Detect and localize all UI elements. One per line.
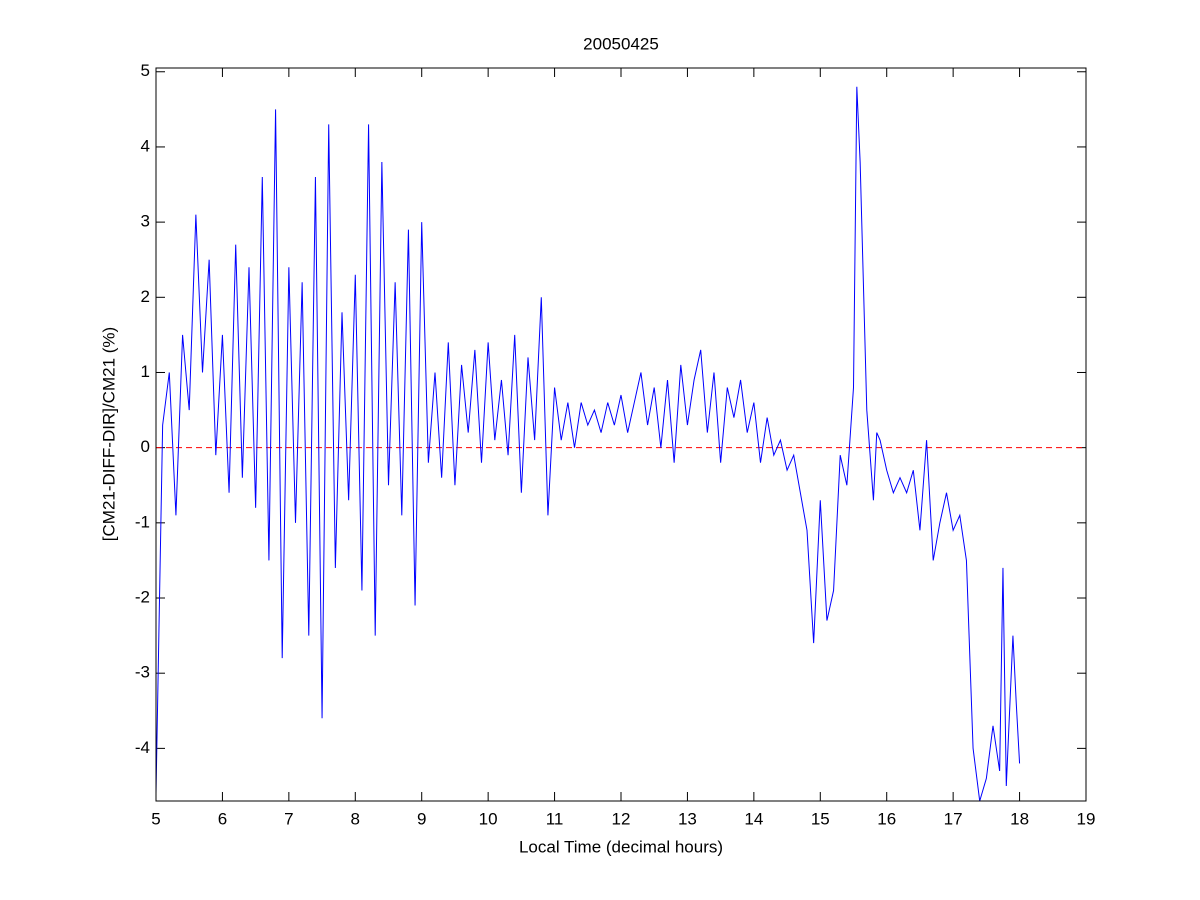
x-tick-label: 19 (1077, 809, 1096, 828)
x-tick-label: 13 (678, 809, 697, 828)
x-tick-label: 17 (944, 809, 963, 828)
x-tick-label: 11 (546, 809, 564, 828)
y-tick-label: 3 (141, 212, 150, 231)
x-tick-label: 7 (284, 809, 293, 828)
y-tick-label: 4 (141, 136, 150, 155)
x-tick-label: 16 (877, 809, 896, 828)
y-tick-label: 1 (141, 362, 150, 381)
x-axis-label: Local Time (decimal hours) (519, 837, 723, 856)
x-tick-label: 18 (1010, 809, 1029, 828)
y-tick-label: 5 (141, 61, 150, 80)
data-line (156, 86, 1021, 801)
x-tick-label: 14 (744, 809, 763, 828)
x-tick-label: 10 (479, 809, 498, 828)
y-tick-label: -2 (135, 587, 150, 606)
y-tick-label: 0 (141, 437, 150, 456)
y-tick-label: -3 (135, 663, 150, 682)
x-tick-label: 8 (351, 809, 360, 828)
y-tick-label: -1 (135, 512, 150, 531)
chart-title: 20050425 (583, 34, 659, 53)
y-tick-label: -4 (135, 738, 150, 757)
axes-box (155, 67, 1087, 802)
x-tick-label: 15 (811, 809, 830, 828)
x-tick-label: 12 (612, 809, 631, 828)
y-tick-label: 2 (141, 287, 150, 306)
x-tick-label: 5 (151, 809, 160, 828)
x-tick-label: 9 (417, 809, 426, 828)
x-tick-label: 6 (218, 809, 227, 828)
plot-area (156, 86, 1086, 801)
y-axis-label: [CM21-DIFF-DIR]/CM21 (%) (99, 327, 118, 541)
